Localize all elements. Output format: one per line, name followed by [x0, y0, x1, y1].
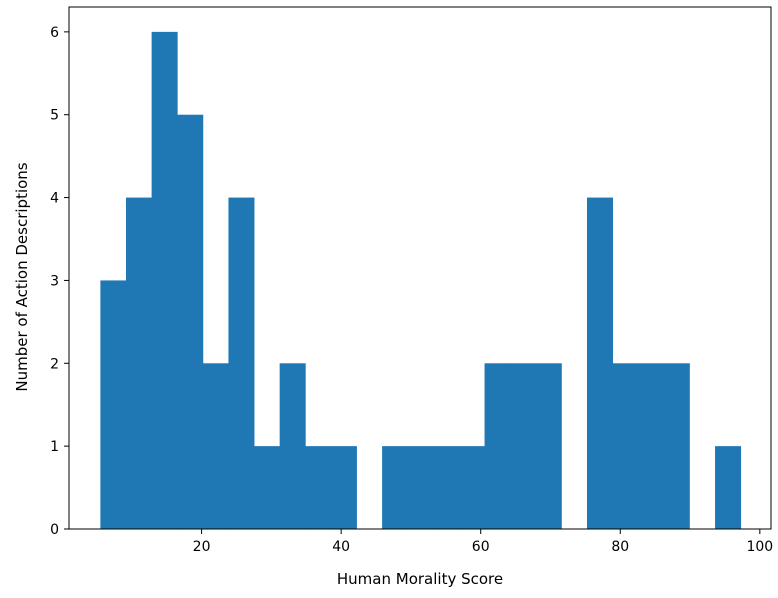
histogram-bar	[638, 363, 665, 529]
y-tick-label: 6	[50, 25, 59, 41]
histogram-bar	[484, 363, 511, 529]
plot-frame	[68, 6, 772, 530]
histogram-bar	[100, 280, 127, 529]
y-tick-label: 5	[50, 108, 59, 124]
histogram-bar	[330, 446, 357, 529]
x-tick-label: 60	[472, 539, 490, 555]
histogram-bar	[151, 31, 178, 530]
histogram-bar	[510, 363, 537, 529]
histogram-bar	[202, 363, 229, 529]
y-tick-label: 1	[50, 439, 59, 455]
x-tick-label: 40	[332, 539, 350, 555]
histogram-bar	[663, 363, 690, 529]
histogram-bar	[177, 114, 204, 530]
histogram-bar	[228, 197, 255, 529]
histogram-bar	[382, 446, 409, 529]
histogram-bar	[407, 446, 434, 529]
histogram-bar	[535, 363, 562, 529]
y-axis-ticks: 0 1 2 3 4 5 6	[50, 25, 69, 538]
histogram-bar	[586, 197, 613, 529]
histogram-bar	[305, 446, 332, 529]
histogram-bar	[612, 363, 639, 529]
x-tick-label: 100	[746, 539, 773, 555]
x-axis-label: Human Morality Score	[337, 570, 503, 588]
histogram-bar	[433, 446, 460, 529]
x-tick-label: 20	[193, 539, 211, 555]
histogram-bar	[279, 363, 306, 529]
histogram-bar	[254, 446, 281, 529]
histogram-bar	[715, 446, 742, 529]
x-axis-ticks: 20 40 60 80 100	[193, 529, 773, 555]
histogram-bar	[458, 446, 485, 529]
y-tick-label: 2	[50, 356, 59, 372]
bars-layer	[100, 31, 742, 530]
y-tick-label: 4	[50, 191, 59, 207]
y-tick-label: 3	[50, 273, 59, 289]
y-tick-label: 0	[50, 522, 59, 538]
x-tick-label: 80	[611, 539, 629, 555]
histogram-bar	[126, 197, 153, 529]
y-axis-label: Number of Action Descriptions	[13, 162, 31, 391]
